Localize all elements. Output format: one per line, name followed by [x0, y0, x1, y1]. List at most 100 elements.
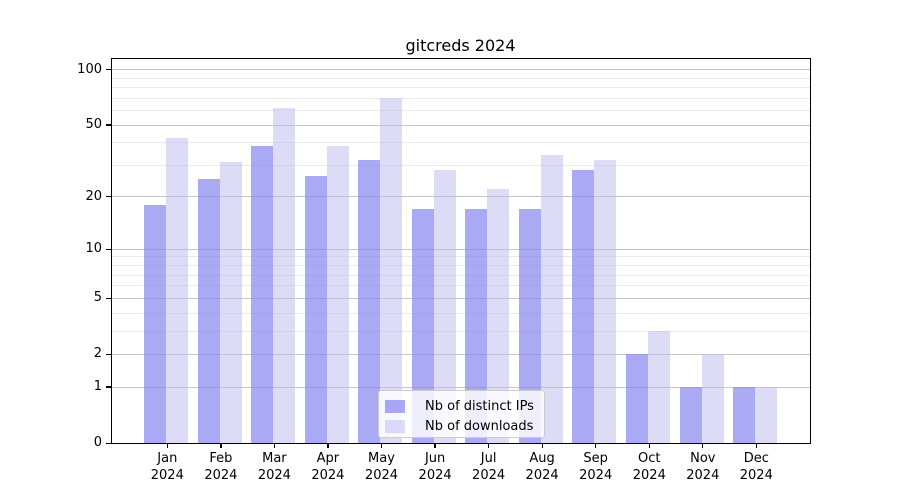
x-tick-month: May [368, 451, 395, 466]
x-tick-year: 2024 [311, 467, 345, 483]
x-tick-month: Mar [262, 451, 287, 466]
legend-label-downloads: Nb of downloads [425, 418, 534, 434]
gridline-minor [112, 97, 810, 99]
gridline-minor [112, 264, 810, 266]
bar-downloads-aug [540, 155, 563, 443]
y-tick-mark [106, 124, 112, 126]
chart-title: gitcreds 2024 [405, 36, 516, 55]
y-tick-label: 50 [85, 116, 102, 132]
bar-ips-aug [518, 208, 541, 443]
x-tick-mark [380, 443, 383, 448]
x-tick-month: Jan [157, 451, 178, 466]
x-tick-month: Nov [690, 451, 716, 466]
bar-ips-oct [626, 353, 648, 443]
x-tick-label: Mar 2024 [244, 451, 304, 484]
x-tick-month: Feb [209, 451, 233, 466]
bar-downloads-jan [166, 138, 188, 443]
gridline-minor [112, 87, 810, 89]
bar-downloads-mar [273, 107, 296, 443]
x-tick-year: 2024 [150, 467, 184, 483]
x-tick-month: Aug [529, 451, 555, 466]
legend-item-distinct-ips: Nb of distinct IPs [385, 396, 544, 416]
x-tick-label: May 2024 [352, 451, 412, 484]
y-tick-mark [106, 248, 112, 250]
x-tick-year: 2024 [632, 467, 666, 483]
x-tick-label: Jun 2024 [405, 451, 465, 484]
x-tick-month: Jul [480, 451, 497, 466]
x-tick-year: 2024 [525, 467, 559, 483]
x-tick-mark [488, 443, 490, 448]
x-tick-mark [166, 443, 168, 448]
x-tick-label: Sep 2024 [566, 451, 626, 484]
x-tick-mark [648, 443, 650, 448]
gridline-minor [112, 256, 810, 258]
x-tick-mark [702, 443, 704, 448]
bar-ips-dec [733, 386, 755, 443]
x-tick-year: 2024 [472, 467, 506, 483]
y-tick-label: 1 [93, 378, 102, 394]
bar-downloads-oct [648, 330, 670, 443]
x-tick-year: 2024 [257, 467, 291, 483]
y-tick-label: 5 [93, 290, 102, 305]
bar-ips-mar [251, 146, 274, 443]
gridline-major [112, 196, 810, 198]
x-tick-label: Oct 2024 [619, 451, 679, 484]
x-tick-label: Nov 2024 [673, 451, 733, 484]
bar-ips-apr [304, 176, 327, 443]
x-tick-year: 2024 [418, 467, 452, 483]
x-tick-year: 2024 [686, 467, 720, 483]
bar-ips-feb [197, 179, 220, 443]
bar-ips-jul [465, 208, 488, 443]
bar-ips-may [358, 159, 381, 443]
bar-ips-jan [144, 204, 166, 443]
x-tick-label: Apr 2024 [298, 451, 358, 484]
x-tick-year: 2024 [739, 467, 773, 483]
x-tick-year: 2024 [364, 467, 399, 483]
x-tick-year: 2024 [204, 467, 238, 483]
legend-swatch-downloads-icon [385, 419, 405, 433]
bar-downloads-feb [219, 162, 242, 443]
y-tick-mark [106, 386, 112, 388]
bar-downloads-dec [755, 386, 777, 443]
gridline-minor [112, 312, 810, 314]
bar-downloads-nov [701, 353, 724, 443]
x-tick-label: Dec 2024 [726, 451, 786, 484]
y-tick-label: 10 [85, 241, 102, 256]
x-tick-mark [434, 443, 436, 448]
bar-downloads-may [380, 97, 403, 443]
plot-area: Nb of distinct IPs Nb of downloads [111, 58, 811, 444]
y-tick-label: 20 [85, 188, 102, 204]
gridline-minor [112, 330, 810, 332]
gridline-minor [112, 77, 810, 79]
legend-swatch-distinct-ips-icon [385, 399, 405, 413]
y-tick-label: 0 [93, 435, 102, 450]
bar-downloads-jul [487, 189, 510, 443]
gridline-major [112, 124, 810, 126]
bar-downloads-sep [594, 159, 617, 443]
legend: Nb of distinct IPs Nb of downloads [378, 390, 545, 438]
gridline-major [112, 386, 810, 388]
bar-downloads-jun [433, 170, 456, 443]
x-tick-mark [327, 443, 329, 448]
x-tick-mark [220, 443, 222, 448]
x-tick-label: Aug 2024 [512, 451, 572, 484]
bar-ips-sep [572, 170, 595, 443]
x-tick-mark [541, 443, 543, 448]
y-tick-mark [106, 297, 112, 299]
gridline-major [112, 297, 810, 299]
x-tick-label: Jul 2024 [459, 451, 519, 484]
gridline-major [112, 248, 810, 250]
gridline-minor [112, 142, 810, 144]
bar-downloads-apr [326, 146, 349, 443]
gridline-minor [112, 164, 810, 166]
y-tick-mark [106, 69, 112, 71]
gridline-minor [112, 110, 810, 112]
x-tick-month: Apr [316, 451, 340, 466]
legend-label-distinct-ips: Nb of distinct IPs [425, 398, 534, 414]
x-tick-month: Oct [638, 451, 661, 466]
x-tick-month: Dec [743, 451, 769, 466]
x-tick-mark [273, 443, 276, 448]
x-tick-year: 2024 [579, 467, 613, 483]
bar-ips-jun [411, 208, 434, 443]
